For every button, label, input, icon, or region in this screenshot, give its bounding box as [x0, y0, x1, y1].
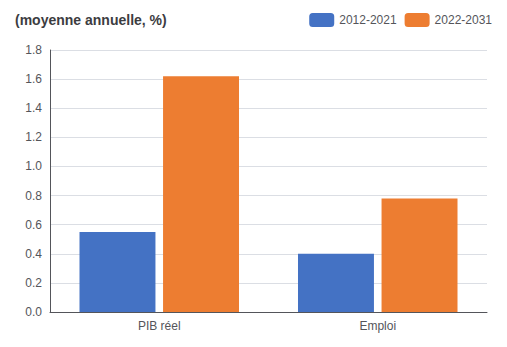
svg-text:1.0: 1.0 [25, 159, 42, 173]
svg-text:1.6: 1.6 [25, 72, 42, 86]
svg-text:Emploi: Emploi [359, 319, 396, 333]
svg-text:2022-2031: 2022-2031 [435, 13, 493, 27]
svg-text:1.4: 1.4 [25, 101, 42, 115]
svg-text:0.4: 0.4 [25, 247, 42, 261]
svg-text:1.8: 1.8 [25, 43, 42, 57]
svg-text:1.2: 1.2 [25, 130, 42, 144]
svg-text:2012-2021: 2012-2021 [339, 13, 397, 27]
svg-text:PIB réel: PIB réel [138, 319, 181, 333]
svg-text:0.6: 0.6 [25, 218, 42, 232]
svg-text:(moyenne annuelle, %): (moyenne annuelle, %) [15, 12, 167, 28]
svg-text:0.2: 0.2 [25, 276, 42, 290]
svg-text:0.0: 0.0 [25, 305, 42, 319]
svg-text:0.8: 0.8 [25, 189, 42, 203]
